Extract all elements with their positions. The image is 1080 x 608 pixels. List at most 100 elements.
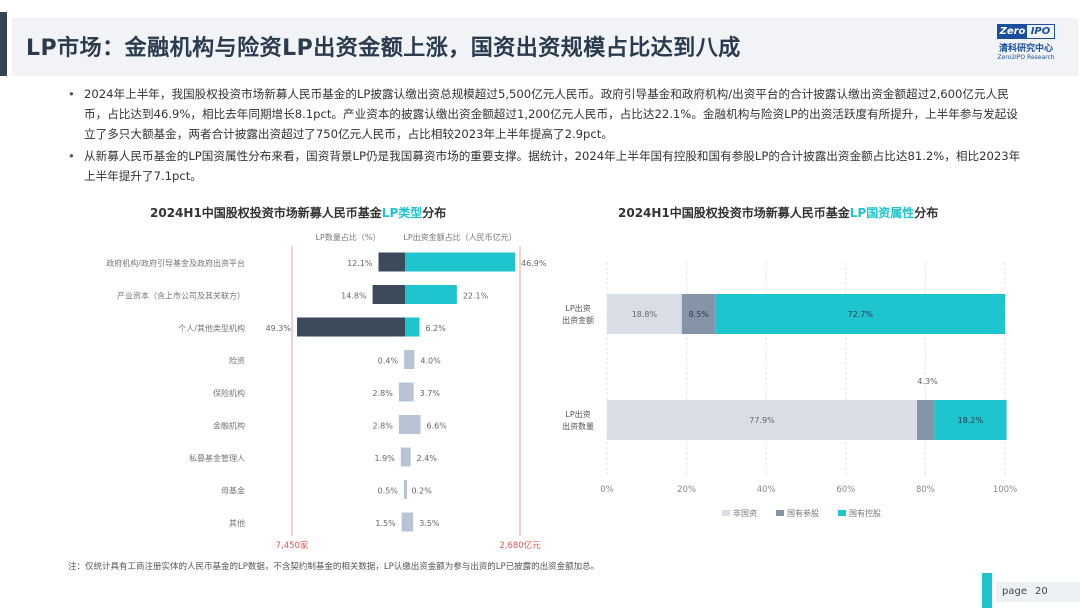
lp-total-amount: 2,680亿元 xyxy=(499,540,541,551)
ownership-legend-swatch xyxy=(838,510,846,516)
ownership-title-post: 分布 xyxy=(914,206,939,220)
ownership-chart-title: 2024H1中国股权投资市场新募人民币基金LP国资属性分布 xyxy=(618,204,938,221)
lp-amount-bar xyxy=(405,415,421,434)
ownership-segment-label: 18.8% xyxy=(632,310,658,319)
lp-count-bar xyxy=(398,382,405,402)
lp-legend-amount: LP出资金额占比（人民币亿元） xyxy=(403,232,516,242)
lp-category-label: 保险机构 xyxy=(213,388,245,398)
ownership-segment-label: 4.3% xyxy=(917,377,938,386)
ownership-x-tick: 20% xyxy=(677,485,696,495)
ownership-category-label-2: 出资金额 xyxy=(562,315,594,325)
lp-amount-bar xyxy=(405,350,415,369)
logo-mark: Zero IPO xyxy=(997,24,1055,39)
footnote: 注：仅统计具有工商注册实体的人民币基金的LP数据，不含契约制基金的相关数据，LP… xyxy=(68,562,600,572)
lp-category-label: 私募基金管理人 xyxy=(189,453,245,463)
logo-en-text: Zero2IPO Research xyxy=(997,54,1055,61)
lp-total-count: 7,450家 xyxy=(276,540,309,551)
ownership-x-tick: 0% xyxy=(600,485,614,495)
lp-legend-count: LP数量占比（%） xyxy=(316,232,381,242)
ownership-legend-label: 非国资 xyxy=(733,508,757,518)
lp-amount-label: 22.1% xyxy=(463,292,489,301)
ownership-segment-label: 8.5% xyxy=(689,310,710,319)
lp-type-title-post: 分布 xyxy=(422,206,447,220)
page-number: 20 xyxy=(1034,586,1048,597)
ownership-segment-label: 18.2% xyxy=(958,416,984,425)
lp-category-label: 险资 xyxy=(229,356,245,366)
lp-count-label: 2.8% xyxy=(373,422,394,431)
lp-amount-label: 3.7% xyxy=(420,389,441,398)
lp-count-label: 14.8% xyxy=(341,292,367,301)
lp-amount-bar xyxy=(405,512,414,532)
lp-amount-label: 0.2% xyxy=(411,487,432,496)
ownership-bar-segment xyxy=(607,400,918,440)
ownership-bar-segment xyxy=(681,294,716,334)
lp-category-label: 金融机构 xyxy=(213,421,245,431)
lp-amount-label: 6.2% xyxy=(426,324,447,333)
lp-amount-label: 46.9% xyxy=(521,259,547,268)
logo-cn-text: 清科研究中心 xyxy=(998,44,1053,54)
lp-category-label: 个人/其他类型机构 xyxy=(178,323,245,333)
ownership-bar-segment xyxy=(917,400,935,440)
ownership-bar-segment xyxy=(934,400,1007,440)
page-title: LP市场：金融机构与险资LP出资金额上涨，国资出资规模占比达到八成 xyxy=(26,36,741,61)
accent-bar xyxy=(0,12,7,76)
lp-count-bar xyxy=(401,512,405,532)
lp-amount-bar xyxy=(405,447,411,467)
ownership-segment-label: 72.7% xyxy=(848,310,874,319)
bullet-1: 2024年上半年，我国股权投资市场新募人民币基金的LP披露认缴出资总规模超过5,… xyxy=(68,84,1028,144)
lp-type-title-highlight: LP类型 xyxy=(381,206,423,220)
lp-category-label: 产业资本（含上市公司及其关联方） xyxy=(117,291,245,301)
ownership-bar-segment xyxy=(607,294,682,334)
ownership-category-label: LP出资 xyxy=(565,409,590,419)
logo-ipo-text: IPO xyxy=(1030,26,1051,37)
ownership-legend-label: 国有控股 xyxy=(849,508,881,518)
lp-amount-bar xyxy=(405,317,420,337)
lp-count-label: 49.3% xyxy=(266,324,292,333)
ownership-category-label-2: 出资数量 xyxy=(562,421,594,431)
ownership-x-tick: 100% xyxy=(993,485,1017,495)
lp-count-bar xyxy=(398,415,405,434)
ownership-category-label: LP出资 xyxy=(565,303,590,313)
ownership-x-tick: 40% xyxy=(757,485,776,495)
lp-count-bar xyxy=(400,447,405,467)
lp-count-label: 0.5% xyxy=(378,487,399,496)
lp-count-label: 0.4% xyxy=(378,357,399,366)
lp-count-label: 1.5% xyxy=(375,519,396,528)
page-accent xyxy=(982,573,992,608)
ownership-bar-segment xyxy=(715,294,1005,334)
lp-count-bar xyxy=(378,252,405,272)
lp-count-bar xyxy=(403,480,406,499)
lp-count-label: 2.8% xyxy=(373,389,394,398)
lp-amount-label: 4.0% xyxy=(420,357,441,366)
lp-amount-bar xyxy=(405,480,407,499)
lp-type-chart-title: 2024H1中国股权投资市场新募人民币基金LP类型分布 xyxy=(150,204,446,221)
lp-count-bar xyxy=(297,317,405,337)
page-label: page xyxy=(1002,586,1027,597)
ownership-segment-label: 77.9% xyxy=(749,416,775,425)
lp-count-bar xyxy=(372,285,405,304)
ownership-x-tick: 80% xyxy=(916,485,935,495)
ownership-legend-label: 国有参股 xyxy=(787,508,819,518)
lp-count-label: 12.1% xyxy=(347,259,373,268)
lp-category-label: 政府机构/政府引导基金及政府出资平台 xyxy=(106,258,245,268)
ownership-legend-swatch xyxy=(722,510,730,516)
lp-category-label: 母基金 xyxy=(221,486,245,496)
lp-amount-bar xyxy=(405,285,457,304)
lp-amount-label: 3.5% xyxy=(419,519,440,528)
lp-amount-label: 6.6% xyxy=(426,422,447,431)
lp-amount-bar xyxy=(405,382,414,402)
lp-category-label: 其他 xyxy=(229,518,245,528)
lp-count-label: 1.9% xyxy=(375,454,396,463)
ownership-title-highlight: LP国资属性 xyxy=(849,206,915,220)
brand-logo: Zero IPO 清科研究中心 Zero2IPO Research xyxy=(994,24,1058,61)
ownership-title-pre: 2024H1中国股权投资市场新募人民币基金 xyxy=(618,206,850,220)
lp-type-title-pre: 2024H1中国股权投资市场新募人民币基金 xyxy=(150,206,382,220)
ownership-x-tick: 60% xyxy=(836,485,855,495)
page-indicator: page 20 xyxy=(996,582,1080,602)
lp-amount-label: 2.4% xyxy=(417,454,438,463)
logo-zero-text: Zero xyxy=(998,25,1027,38)
bullet-2: 从新募人民币基金的LP国资属性分布来看，国资背景LP仍是我国募资市场的重要支撑。… xyxy=(68,146,1028,186)
ownership-legend-swatch xyxy=(776,510,784,516)
lp-amount-bar xyxy=(405,252,515,272)
